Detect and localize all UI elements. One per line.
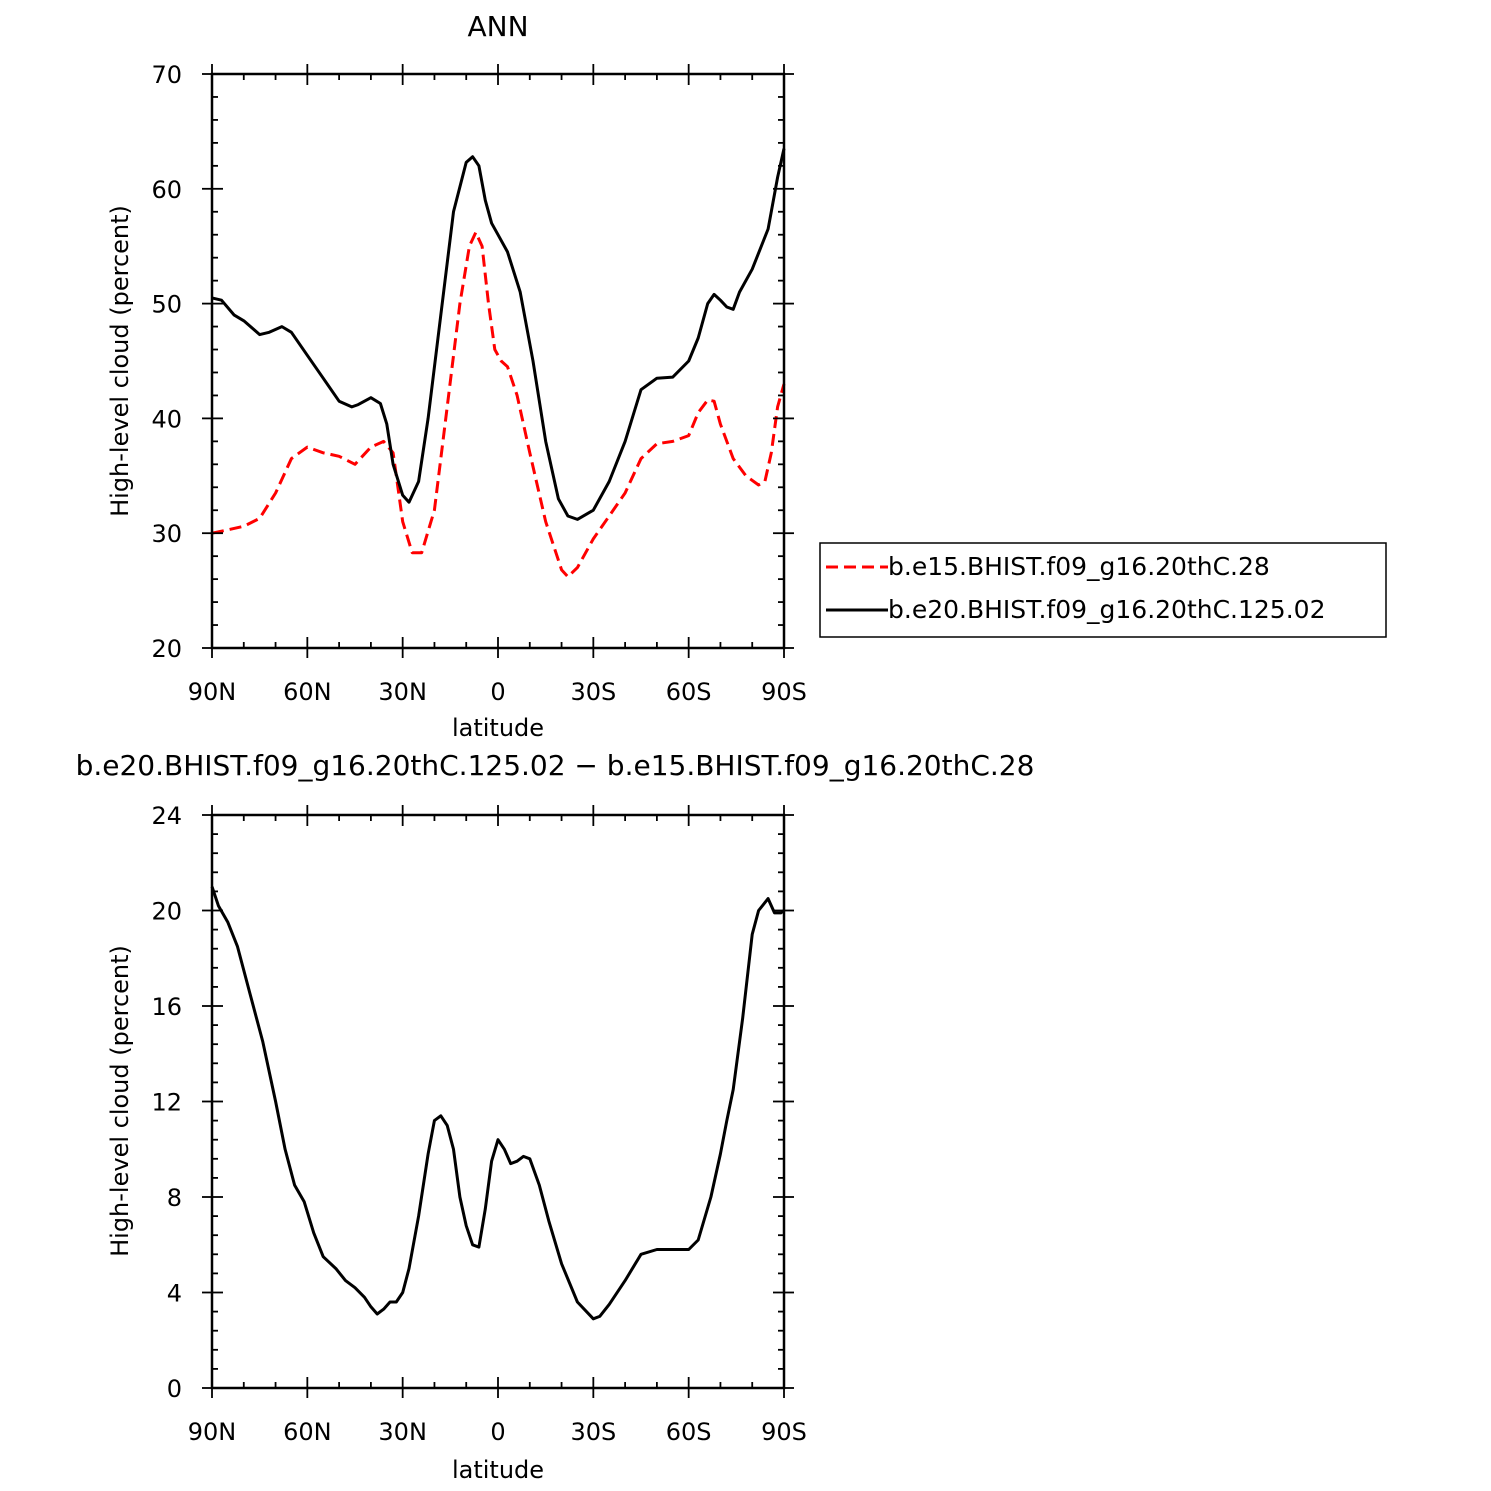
bottom-series-line-0 <box>210 886 785 1321</box>
top-x-tick-label: 90N <box>188 678 237 706</box>
bottom-y-axis-label: High-level cloud (percent) <box>106 945 134 1257</box>
bottom-y-tick-label: 16 <box>151 993 182 1021</box>
legend: b.e15.BHIST.f09_g16.20thC.28 b.e20.BHIST… <box>819 542 1387 638</box>
top-series-line-0 <box>211 230 786 579</box>
top-plot-area: 90N 60N 30N 0 30S 60S 90S 20 30 40 50 60 70 <box>151 61 806 706</box>
top-chart-title: ANN <box>467 10 528 43</box>
bottom-plot-area: 90N 60N 30N 0 30S 60S 90S 0 4 8 12 16 20 24 <box>151 802 806 1446</box>
bottom-x-tick-label: 0 <box>490 1418 505 1446</box>
bottom-panel: b.e20.BHIST.f09_g16.20thC.125.02 − b.e15… <box>76 749 1035 1484</box>
top-series-line-1 <box>211 148 786 521</box>
bottom-plot-frame <box>210 813 786 1390</box>
top-x-tick-label: 0 <box>490 678 505 706</box>
bottom-x-tick-label: 30S <box>570 1418 616 1446</box>
bottom-y-tick-label: 20 <box>151 898 182 926</box>
top-x-tick-label: 30N <box>378 678 427 706</box>
bottom-y-tick-label: 24 <box>151 802 182 830</box>
top-panel: ANN 90N 60N 30N 0 30S 60S 90S 20 30 40 50 60 70 lati… <box>106 10 1387 742</box>
bottom-x-axis-label: latitude <box>452 1456 544 1484</box>
top-plot-frame <box>210 72 786 650</box>
top-x-tick-label: 90S <box>761 678 807 706</box>
top-y-tick-label: 30 <box>151 520 182 548</box>
top-y-tick-label: 20 <box>151 635 182 663</box>
top-x-axis-label: latitude <box>452 714 544 742</box>
top-x-tick-label: 60S <box>666 678 712 706</box>
bottom-y-tick-label: 8 <box>167 1184 182 1212</box>
bottom-y-tick-label: 12 <box>151 1089 182 1117</box>
bottom-chart-title: b.e20.BHIST.f09_g16.20thC.125.02 − b.e15… <box>76 749 1035 782</box>
top-x-tick-label: 30S <box>570 678 616 706</box>
top-y-axis-label: High-level cloud (percent) <box>106 205 134 517</box>
bottom-y-tick-label: 4 <box>167 1280 182 1308</box>
bottom-y-tick-label: 0 <box>167 1375 182 1403</box>
top-x-tick-label: 60N <box>283 678 332 706</box>
bottom-x-tick-label: 90S <box>761 1418 807 1446</box>
legend-entry-0: b.e15.BHIST.f09_g16.20thC.28 <box>888 552 1270 581</box>
top-y-tick-label: 50 <box>151 291 182 319</box>
bottom-x-tick-label: 90N <box>188 1418 237 1446</box>
legend-box <box>819 542 1387 638</box>
bottom-x-tick-label: 60S <box>666 1418 712 1446</box>
top-y-tick-label: 40 <box>151 405 182 433</box>
top-y-tick-label: 70 <box>151 61 182 89</box>
bottom-x-tick-label: 30N <box>378 1418 427 1446</box>
legend-entry-1: b.e20.BHIST.f09_g16.20thC.125.02 <box>888 595 1325 624</box>
bottom-x-tick-label: 60N <box>283 1418 332 1446</box>
top-y-tick-label: 60 <box>151 176 182 204</box>
